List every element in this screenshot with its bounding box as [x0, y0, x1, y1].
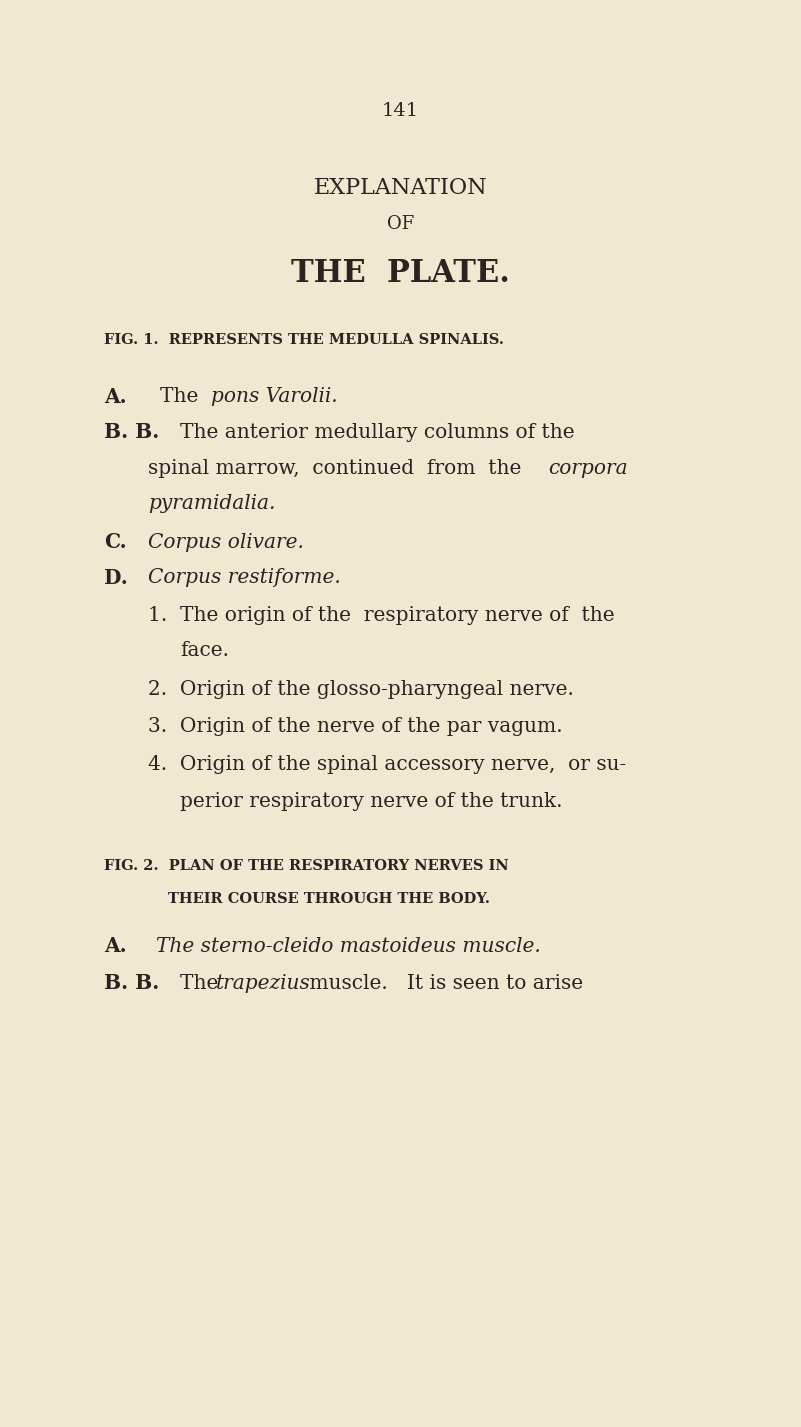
Text: Corpus restiforme.: Corpus restiforme.: [148, 568, 341, 588]
Text: 141: 141: [382, 103, 419, 120]
Text: FIG. 1.  REPRESENTS THE MEDULLA SPINALIS.: FIG. 1. REPRESENTS THE MEDULLA SPINALIS.: [104, 332, 504, 347]
Text: The anterior medullary columns of the: The anterior medullary columns of the: [180, 422, 575, 442]
Text: D.: D.: [104, 568, 128, 588]
Text: A.: A.: [104, 936, 127, 956]
Text: OF: OF: [387, 215, 414, 233]
Text: C.: C.: [104, 532, 127, 552]
Text: 4.  Origin of the spinal accessory nerve,  or su-: 4. Origin of the spinal accessory nerve,…: [148, 755, 626, 775]
Text: 3.  Origin of the nerve of the par vagum.: 3. Origin of the nerve of the par vagum.: [148, 716, 563, 736]
Text: face.: face.: [180, 641, 229, 661]
Text: The: The: [180, 973, 225, 993]
Text: spinal marrow,  continued  from  the: spinal marrow, continued from the: [148, 458, 528, 478]
Text: EXPLANATION: EXPLANATION: [314, 177, 487, 200]
Text: muscle.   It is seen to arise: muscle. It is seen to arise: [303, 973, 583, 993]
Text: THE  PLATE.: THE PLATE.: [291, 258, 510, 290]
Text: 1.  The origin of the  respiratory nerve of  the: 1. The origin of the respiratory nerve o…: [148, 605, 615, 625]
Text: pons Varolii.: pons Varolii.: [211, 387, 337, 407]
Text: THEIR COURSE THROUGH THE BODY.: THEIR COURSE THROUGH THE BODY.: [168, 892, 490, 906]
Text: B. B.: B. B.: [104, 422, 159, 442]
Text: A.: A.: [104, 387, 127, 407]
Text: pyramidalia.: pyramidalia.: [148, 494, 276, 514]
Text: The sterno-cleido mastoideus muscle.: The sterno-cleido mastoideus muscle.: [156, 936, 541, 956]
Text: The: The: [160, 387, 205, 407]
Text: corpora: corpora: [548, 458, 627, 478]
Text: 2.  Origin of the glosso-pharyngeal nerve.: 2. Origin of the glosso-pharyngeal nerve…: [148, 679, 574, 699]
Text: trapezius: trapezius: [216, 973, 311, 993]
Text: perior respiratory nerve of the trunk.: perior respiratory nerve of the trunk.: [180, 792, 563, 812]
Text: FIG. 2.  PLAN OF THE RESPIRATORY NERVES IN: FIG. 2. PLAN OF THE RESPIRATORY NERVES I…: [104, 859, 509, 873]
Text: B. B.: B. B.: [104, 973, 159, 993]
Text: Corpus olivare.: Corpus olivare.: [148, 532, 304, 552]
